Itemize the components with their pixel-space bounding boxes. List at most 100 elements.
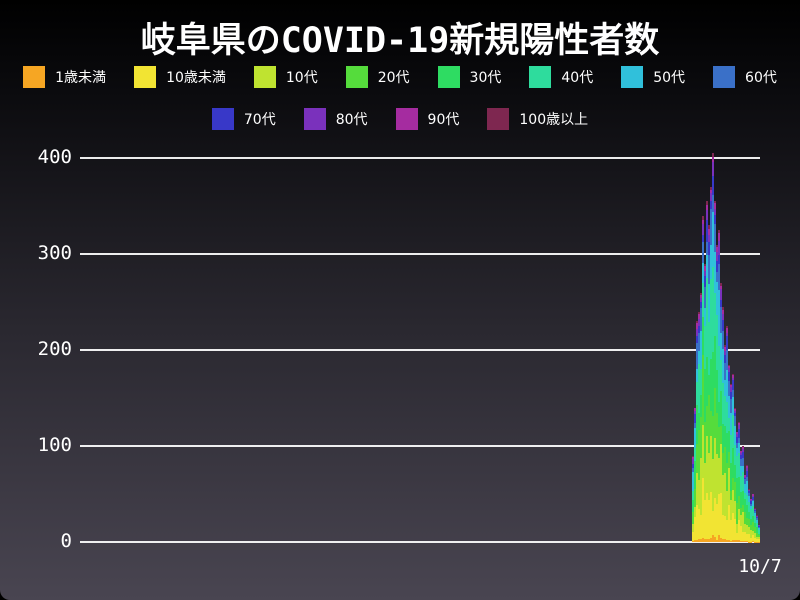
bar-segment-7: [752, 499, 754, 502]
bar-segment-0: [752, 541, 754, 542]
bar-segment-10: [698, 314, 700, 320]
bar: [726, 326, 728, 542]
bar-segment-3: [752, 521, 754, 532]
bar-segment-10: [730, 384, 732, 387]
bar-segment-11: [696, 321, 698, 323]
bar-segment-7: [716, 271, 718, 282]
legend-label: 40代: [561, 70, 594, 86]
legend-item-8: 70代: [211, 108, 276, 130]
bar-segment-9: [738, 424, 740, 430]
bar-segment-0: [698, 538, 700, 542]
bar: [712, 153, 714, 542]
bar-segment-1: [692, 531, 694, 542]
bar-segment-3: [736, 502, 738, 524]
y-tick-label-100: 100: [37, 434, 72, 456]
bar-segment-3: [750, 525, 752, 531]
gridline-200: [80, 349, 760, 351]
bar-segment-5: [694, 448, 696, 462]
legend-swatch-icon: [487, 108, 510, 130]
bar-segment-9: [694, 411, 696, 414]
bar: [740, 450, 742, 542]
bar-segment-2: [720, 444, 722, 493]
bar-segment-7: [736, 442, 738, 448]
bar-segment-5: [726, 402, 728, 433]
bar-segment-11: [724, 345, 726, 347]
bar-segment-6: [734, 426, 736, 445]
bar-segment-0: [744, 541, 746, 542]
legend-swatch-icon: [713, 66, 736, 88]
bar-segment-9: [736, 433, 738, 438]
bar-segment-11: [738, 422, 740, 423]
bar-segment-8: [700, 302, 702, 308]
bar-segment-7: [730, 399, 732, 414]
bar-segment-3: [708, 394, 710, 453]
bar-segment-1: [696, 505, 698, 541]
bar-segment-5: [738, 453, 740, 477]
bar-segment-1: [728, 505, 730, 540]
bar-segment-6: [752, 501, 754, 507]
bar-segment-3: [748, 518, 750, 527]
bar-segment-9: [708, 234, 710, 243]
legend-label: 10代: [285, 70, 318, 86]
bar-segment-8: [720, 299, 722, 308]
bar-segment-11: [726, 326, 728, 329]
bar-segment-6: [704, 307, 706, 327]
bar-segment-5: [744, 492, 746, 500]
bar-segment-0: [718, 535, 720, 542]
bar-segment-7: [692, 467, 694, 473]
bar-segment-7: [706, 241, 708, 255]
bar-segment-11: [720, 282, 722, 286]
bar-segment-9: [746, 467, 748, 471]
legend-row-2: 70代 80代 90代 100歳以上: [0, 108, 800, 130]
bar-segment-8: [692, 463, 694, 468]
bar-segment-9: [752, 495, 754, 497]
bar-segment-9: [756, 516, 758, 517]
legend-label: 50代: [653, 70, 686, 86]
bar-segment-3: [724, 446, 726, 474]
bar-segment-9: [740, 452, 742, 455]
legend-item-4: 30代: [437, 66, 501, 88]
bar-segment-1: [736, 533, 738, 541]
bar-segment-11: [702, 215, 704, 220]
legend-item-1: 10歳未満: [134, 66, 226, 88]
legend-item-7: 60代: [713, 66, 777, 88]
bar-segment-8: [744, 477, 746, 479]
bar-segment-7: [748, 493, 750, 496]
bar-segment-7: [734, 416, 736, 427]
bar-segment-4: [694, 461, 696, 489]
bar-segment-1: [750, 538, 752, 542]
bar-segment-2: [718, 457, 720, 494]
bar-segment-1: [756, 538, 758, 542]
bar-segment-7: [722, 331, 724, 349]
bar-segment-3: [720, 425, 722, 445]
bar-segment-10: [718, 233, 720, 242]
legend-item-9: 80代: [303, 108, 368, 130]
bar: [714, 201, 716, 542]
bar-segment-9: [722, 314, 724, 320]
bar-segment-4: [736, 477, 738, 503]
bar-segment-1: [748, 533, 750, 542]
bar-segment-8: [732, 380, 734, 390]
bar: [728, 364, 730, 542]
bar: [708, 225, 710, 542]
bar-segment-11: [712, 153, 714, 157]
bar-segment-2: [716, 453, 718, 504]
bar-segment-3: [758, 535, 760, 537]
bar-segment-2: [748, 526, 750, 534]
bar: [704, 263, 706, 542]
legend-swatch-icon: [253, 66, 276, 88]
bar-segment-5: [728, 418, 730, 432]
bar-segment-5: [736, 455, 738, 478]
bar-segment-4: [700, 394, 702, 417]
bar-segment-11: [694, 407, 696, 409]
bar-segment-1: [718, 493, 720, 536]
bar-segment-1: [746, 533, 748, 542]
bar-segment-1: [722, 515, 724, 540]
bar-segment-3: [732, 477, 734, 491]
bar-segment-5: [698, 363, 700, 413]
bar-segment-8: [728, 371, 730, 381]
bar-segment-9: [704, 270, 706, 276]
bar-segment-2: [704, 462, 706, 501]
bar: [738, 422, 740, 542]
